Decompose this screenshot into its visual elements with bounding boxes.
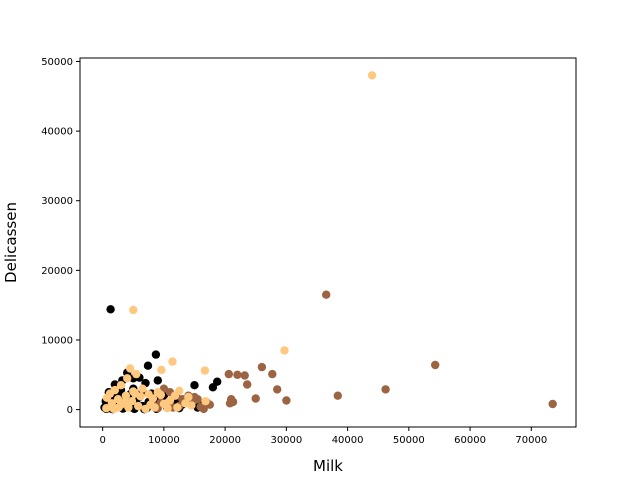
data-point: [116, 381, 126, 390]
data-point: [157, 365, 166, 375]
data-point: [257, 362, 267, 372]
data-point: [333, 391, 342, 400]
x-tick-label: 20000: [209, 435, 241, 446]
data-point: [153, 388, 162, 397]
data-point: [233, 370, 242, 379]
y-tick-label: 0: [67, 405, 73, 416]
data-point: [151, 350, 161, 359]
x-tick-label: 10000: [148, 435, 180, 446]
data-point: [193, 395, 202, 404]
data-point: [224, 369, 233, 379]
data-point: [130, 389, 140, 398]
data-point: [225, 399, 235, 408]
data-point: [196, 402, 205, 411]
y-tick-label: 50000: [41, 57, 73, 68]
data-point: [134, 401, 143, 411]
x-tick-label: 0: [99, 435, 105, 446]
data-point: [367, 71, 377, 80]
data-point: [190, 381, 199, 390]
data-point: [273, 385, 282, 394]
data-point: [146, 400, 155, 409]
data-point: [280, 346, 289, 355]
data-point: [168, 357, 177, 366]
x-axis-label: Milk: [313, 457, 343, 475]
data-point: [240, 371, 249, 380]
x-tick-label: 70000: [515, 435, 547, 446]
data-point: [120, 397, 129, 407]
y-axis-label: Delicassen: [2, 202, 20, 283]
x-tick-label: 50000: [393, 435, 425, 446]
data-point: [201, 397, 210, 406]
data-point: [127, 397, 137, 406]
ticks-layer: 0 10000 20000 30000 40000 50000 60000 70000 0 100…: [41, 57, 547, 446]
data-point: [102, 393, 112, 402]
data-point: [102, 404, 111, 413]
data-point: [173, 403, 182, 412]
data-point: [126, 364, 135, 373]
y-tick-label: 10000: [41, 335, 73, 346]
data-point: [322, 290, 331, 299]
y-tick-label: 30000: [41, 196, 73, 207]
data-point: [153, 376, 162, 385]
data-point: [170, 391, 180, 400]
points-layer: [100, 71, 557, 414]
data-point: [114, 403, 123, 412]
data-point: [243, 380, 252, 389]
data-point: [163, 404, 172, 413]
data-point: [381, 385, 390, 394]
data-point: [251, 394, 260, 403]
data-point: [213, 377, 222, 386]
data-point: [106, 305, 115, 314]
data-point: [200, 366, 210, 375]
data-point: [268, 369, 277, 379]
plot-area-frame: [79, 57, 577, 428]
data-point: [548, 399, 557, 409]
data-point: [138, 384, 147, 393]
x-tick-label: 30000: [270, 435, 302, 446]
y-tick-label: 40000: [41, 127, 73, 138]
data-point: [159, 384, 169, 393]
data-point: [184, 392, 193, 402]
x-tick-label: 60000: [454, 435, 486, 446]
data-point: [187, 401, 196, 410]
data-point: [132, 369, 141, 379]
data-point: [282, 396, 291, 405]
data-point: [123, 374, 132, 383]
data-point: [129, 305, 138, 315]
data-point: [143, 361, 153, 370]
y-tick-label: 20000: [41, 266, 73, 277]
data-point: [431, 360, 440, 370]
x-tick-label: 40000: [332, 435, 364, 446]
